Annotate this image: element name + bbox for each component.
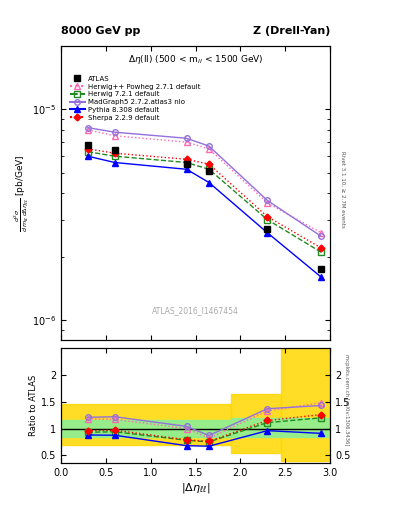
Legend: ATLAS, Herwig++ Powheg 2.7.1 default, Herwig 7.2.1 default, MadGraph5 2.7.2.atla: ATLAS, Herwig++ Powheg 2.7.1 default, He…	[67, 73, 203, 123]
Text: Z (Drell-Yan): Z (Drell-Yan)	[253, 26, 330, 36]
Text: ATLAS_2016_I1467454: ATLAS_2016_I1467454	[152, 307, 239, 315]
Text: mcplots.cern.ch [arXiv:1306.3436]: mcplots.cern.ch [arXiv:1306.3436]	[344, 354, 349, 445]
Text: $\Delta\eta$(ll) (500 < m$_{ll}$ < 1500 GeV): $\Delta\eta$(ll) (500 < m$_{ll}$ < 1500 …	[128, 53, 263, 67]
Text: Rivet 3.1.10, ≥ 2.7M events: Rivet 3.1.10, ≥ 2.7M events	[340, 151, 345, 228]
X-axis label: $|\Delta\eta_{\ell\ell}|$: $|\Delta\eta_{\ell\ell}|$	[181, 481, 210, 495]
Text: 8000 GeV pp: 8000 GeV pp	[61, 26, 140, 36]
Y-axis label: $\frac{d^2\sigma}{d\,m_{\ell\ell}\,d\Delta\eta_{\ell\ell}}$ [pb/GeV]: $\frac{d^2\sigma}{d\,m_{\ell\ell}\,d\Del…	[12, 155, 31, 232]
Y-axis label: Ratio to ATLAS: Ratio to ATLAS	[29, 375, 38, 436]
